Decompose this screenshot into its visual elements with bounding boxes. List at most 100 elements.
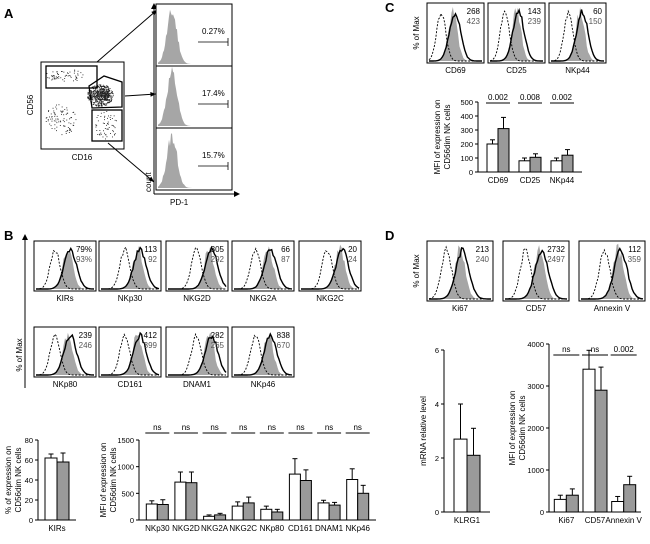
event-dot — [103, 91, 105, 93]
event-dot — [96, 89, 98, 91]
event-dot — [52, 78, 54, 80]
event-dot — [96, 99, 98, 101]
histogram-curve-dashed — [428, 12, 482, 62]
event-dot — [107, 123, 108, 124]
event-dot — [107, 91, 109, 93]
event-dot — [104, 105, 106, 106]
bar-open-cd25 — [518, 160, 531, 173]
panel-label-c: C — [385, 0, 395, 15]
event-dot — [95, 99, 97, 100]
event-dot — [106, 128, 108, 130]
bar-open-nkp30 — [145, 503, 158, 521]
event-dot — [67, 73, 69, 74]
y-tick-label: 0 — [540, 508, 544, 517]
bar-open-nkp46 — [346, 479, 359, 521]
event-dot — [66, 109, 68, 111]
gray-histogram — [36, 250, 94, 289]
event-dot — [105, 89, 107, 91]
histogram-curve-solid — [551, 9, 605, 62]
event-dot — [102, 102, 104, 104]
event-dot — [109, 96, 110, 98]
bar-gray-dnam1 — [328, 504, 341, 521]
event-dot — [91, 96, 93, 98]
event-dot — [61, 111, 63, 113]
gray-histogram — [168, 247, 226, 289]
bar-gray-klrg1 — [466, 454, 481, 513]
hist-marker-label: NKG2D — [183, 294, 211, 303]
event-dot — [104, 89, 106, 91]
event-dot — [104, 132, 105, 134]
event-dot — [111, 97, 112, 99]
event-dot — [100, 100, 102, 102]
mfi-value-bottom: 93% — [76, 255, 92, 264]
gate-cd56dim — [88, 75, 123, 109]
histogram-curve-solid — [36, 333, 95, 376]
mfi-value-top: 2732 — [547, 245, 565, 254]
event-dot — [88, 99, 90, 101]
histogram-curve-solid — [101, 246, 160, 290]
event-dot — [100, 104, 102, 106]
event-dot — [95, 126, 97, 128]
event-dot — [61, 113, 62, 115]
bar-gray-cd161 — [299, 480, 312, 521]
hist-marker-label: DNAM1 — [183, 380, 212, 389]
event-dot — [105, 91, 107, 93]
event-dot — [95, 86, 97, 88]
panel-label-b: B — [4, 228, 13, 243]
event-dot — [61, 71, 62, 72]
event-dot — [106, 85, 107, 87]
event-dot — [88, 98, 90, 100]
event-dot — [101, 93, 103, 95]
mfi-value-top: 838 — [277, 331, 291, 340]
event-dot — [99, 86, 101, 88]
event-dot — [96, 117, 98, 118]
event-dot — [112, 136, 113, 138]
mfi-value-bottom: 292 — [211, 255, 225, 264]
event-dot — [93, 102, 94, 104]
histogram-curve-dashed — [301, 250, 359, 290]
event-dot — [61, 71, 63, 72]
event-dot — [91, 93, 93, 95]
event-dot — [102, 92, 104, 94]
event-dot — [91, 101, 93, 103]
x-tick-label: CD57 — [585, 516, 606, 525]
y-tick-label: 0 — [435, 508, 439, 517]
hist-marker-label: Annexin V — [594, 304, 631, 313]
event-dot — [100, 89, 102, 91]
event-dot — [108, 92, 110, 94]
event-dot — [114, 134, 115, 136]
event-dot — [73, 125, 75, 126]
mfi-value-top: 268 — [467, 7, 481, 16]
event-dot — [104, 92, 106, 93]
event-dot — [91, 92, 93, 94]
event-dot — [99, 84, 101, 86]
event-dot — [73, 72, 75, 74]
event-dot — [58, 74, 59, 75]
event-dot — [109, 93, 110, 94]
event-dot — [65, 133, 67, 134]
event-dot — [105, 94, 106, 95]
event-dot — [93, 96, 94, 97]
gray-histogram — [101, 246, 159, 289]
event-dot — [72, 124, 74, 126]
histogram-curve-dashed — [35, 249, 94, 290]
event-dot — [97, 94, 99, 96]
y-tick-label: 300 — [460, 126, 473, 135]
dot-plot-xlabel: CD16 — [72, 153, 93, 162]
event-dot — [107, 91, 108, 93]
event-dot — [102, 90, 104, 92]
event-dot — [104, 87, 106, 89]
event-dot — [99, 96, 101, 97]
event-dot — [108, 99, 110, 101]
event-dot — [101, 94, 103, 96]
y-tick-label: 400 — [460, 112, 473, 121]
event-dot — [104, 87, 105, 88]
event-dot — [54, 113, 56, 115]
hist-marker-label: Ki67 — [452, 304, 469, 313]
event-dot — [88, 96, 90, 98]
event-dot — [71, 117, 72, 118]
event-dot — [104, 103, 106, 105]
mfi-value-top: 213 — [476, 245, 490, 254]
event-dot — [108, 93, 109, 95]
